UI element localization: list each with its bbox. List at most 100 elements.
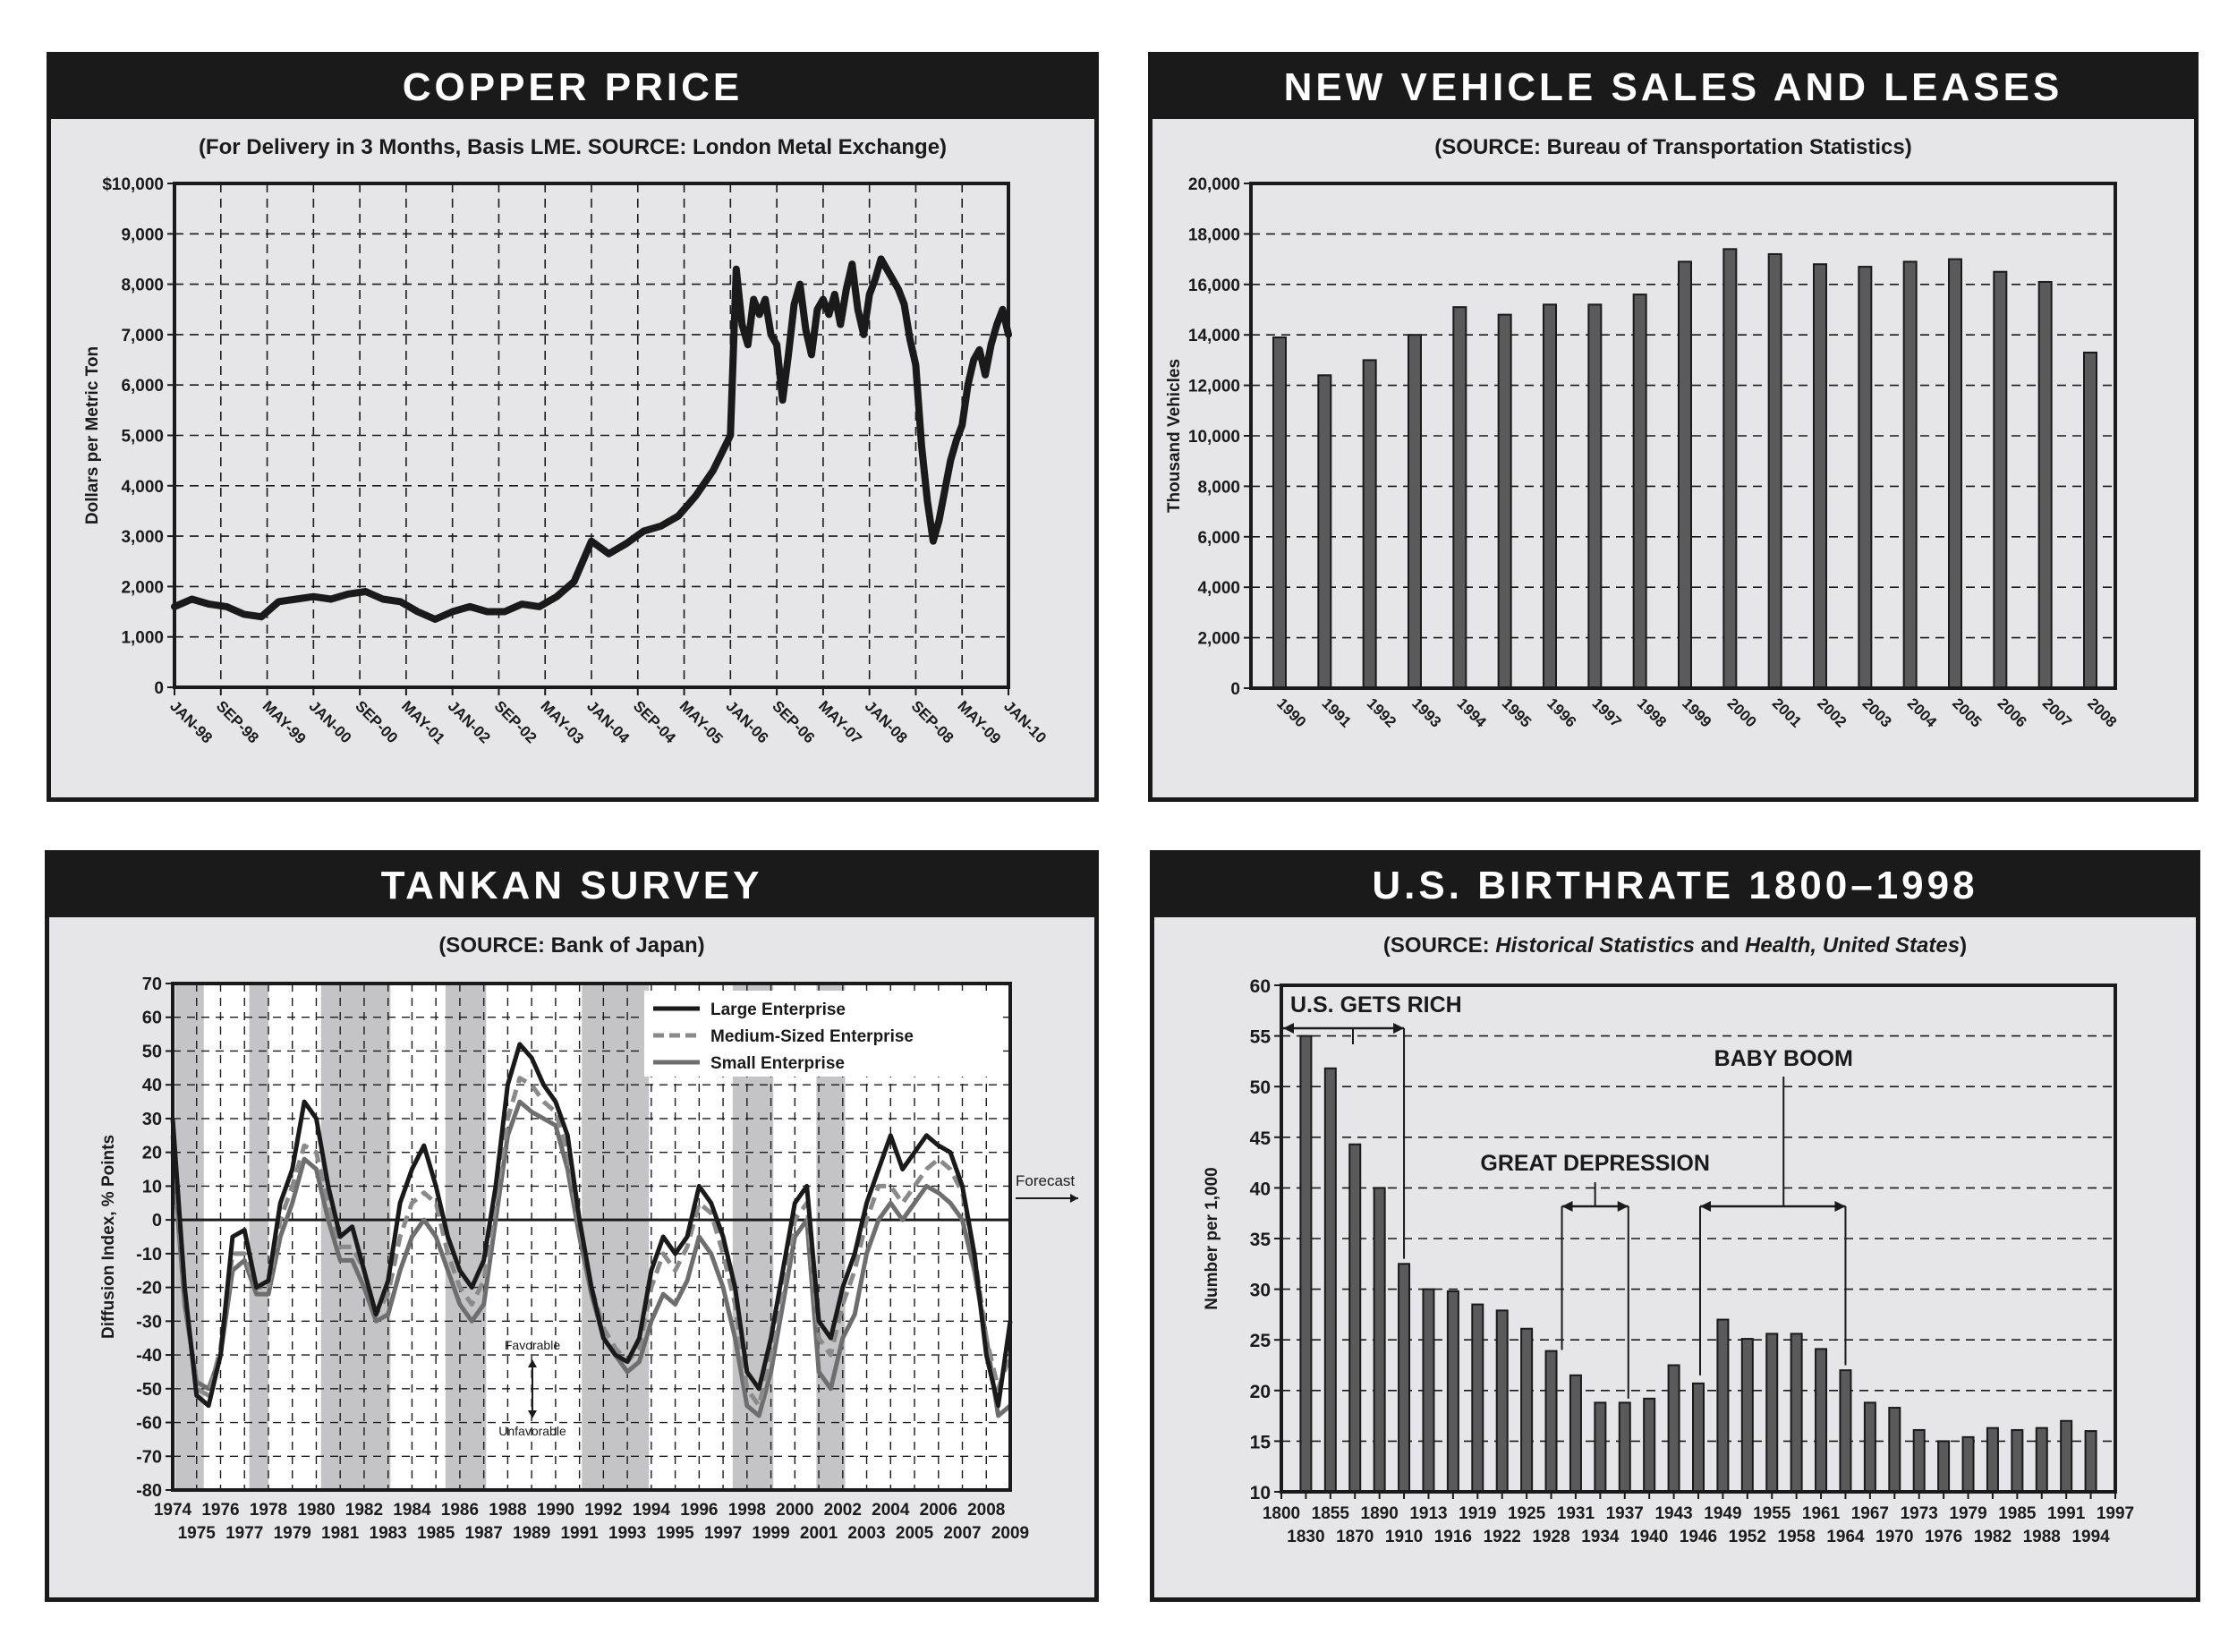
y-tick-label: 12,000 [1188, 378, 1240, 396]
y-tick-label: 10 [1250, 1483, 1271, 1503]
y-tick-label: 40 [1250, 1179, 1271, 1199]
rich-arrow-left [1283, 1023, 1294, 1034]
y-tick-label: 0 [152, 1211, 162, 1230]
bar-1913 [1422, 1288, 1435, 1493]
bar-1990 [1272, 336, 1287, 689]
x-tick-label: 1952 [1729, 1528, 1766, 1546]
y-tick-label: 10,000 [1188, 428, 1240, 447]
x-tick-label: SEP-00 [352, 697, 401, 746]
tankan-panel-title: TANKAN SURVEY [49, 855, 1094, 917]
x-tick-label: 1991 [1319, 694, 1355, 730]
y-tick-label: 6,000 [1197, 529, 1240, 548]
x-tick-label: JAN-10 [1000, 697, 1050, 746]
x-tick-label: 1830 [1287, 1528, 1324, 1546]
copper-price-chart: 0 1,000 2,000 3,000 4,000 5,000 6,000 7,000 8,00… [83, 175, 1050, 747]
bar-1992 [1362, 359, 1377, 689]
bar-2003 [1858, 266, 1873, 689]
x-tick-label: MAY-01 [398, 697, 448, 747]
x-tick-label: 1976 [201, 1501, 239, 1520]
x-tick-label: SEP-04 [630, 697, 679, 746]
x-tick-label: 1910 [1385, 1528, 1423, 1546]
x-tick-label: 1989 [513, 1524, 550, 1543]
x-tick-label: 1997 [1589, 694, 1625, 730]
bar-1922 [1495, 1309, 1509, 1494]
legend-label: Medium-Sized Enterprise [710, 1027, 914, 1046]
y-tick-label: -80 [136, 1481, 162, 1501]
x-tick-label: JAN-98 [166, 697, 216, 746]
x-tick-label: JAN-00 [306, 697, 355, 746]
large-enterprise-line [170, 1042, 1013, 1409]
copper-panel-source: (For Delivery in 3 Months, Basis LME. SO… [198, 135, 948, 159]
x-tick-label: 1946 [1680, 1528, 1717, 1546]
y-tick-label: 20 [142, 1144, 162, 1163]
forecast-label: Forecast [1016, 1172, 1075, 1189]
recession-band [445, 984, 487, 1490]
x-tick-label: 2005 [1949, 694, 1985, 730]
bar-1979 [1961, 1435, 1975, 1494]
x-tick-label: 1991 [2047, 1504, 2086, 1523]
plot-frame [171, 982, 1012, 1492]
x-tick-label: 2007 [943, 1524, 981, 1543]
medium-enterprise-line [170, 1076, 1013, 1409]
x-tick-label: 1996 [1544, 694, 1579, 730]
y-tick-label: -60 [136, 1414, 162, 1434]
x-tick-label: 1916 [1434, 1528, 1472, 1546]
x-tick-label: SEP-08 [908, 697, 957, 746]
x-tick-label: 1940 [1630, 1528, 1668, 1546]
bar-1931 [1569, 1374, 1582, 1493]
x-tick-label: 1975 [178, 1524, 217, 1543]
x-tick-label: 1922 [1484, 1528, 1521, 1546]
x-tick-label: 1995 [656, 1524, 694, 1543]
bar-1949 [1716, 1318, 1730, 1493]
y-tick-label: 5,000 [121, 428, 164, 447]
plot-frame [173, 182, 1010, 689]
x-tick-label: 1999 [1679, 694, 1714, 730]
bar-2006 [1993, 270, 2008, 689]
bar-1993 [1408, 334, 1422, 689]
x-tick-label: 1993 [1408, 694, 1444, 730]
x-tick-label: 2003 [1859, 694, 1895, 730]
bar-1998 [1632, 294, 1647, 689]
y-tick-label: 18,000 [1188, 226, 1240, 244]
x-tick-label: 1985 [417, 1524, 455, 1543]
y-tick-label: 20 [1250, 1382, 1271, 1402]
x-tick-label: SEP-06 [769, 697, 818, 746]
x-tick-label: 1990 [1273, 694, 1309, 730]
legend-label: Large Enterprise [710, 1001, 846, 1019]
y-tick-label: -50 [136, 1380, 162, 1400]
boom-arrow-left [1700, 1201, 1711, 1212]
x-tick-label: MAY-99 [259, 697, 310, 747]
bar-1961 [1815, 1348, 1828, 1493]
x-tick-label: 2008 [967, 1501, 1005, 1520]
x-tick-label: 1967 [1851, 1504, 1889, 1523]
y-tick-label: 0 [154, 679, 164, 698]
bar-1855 [1323, 1067, 1337, 1493]
x-tick-label: MAY-07 [815, 697, 865, 747]
bar-1967 [1863, 1401, 1876, 1493]
rich-arrow-right [1393, 1023, 1405, 1034]
great-depression-label: GREAT DEPRESSION [1480, 1151, 1710, 1176]
y-tick-label: 50 [1250, 1077, 1271, 1098]
x-tick-label: 2000 [776, 1501, 813, 1520]
tankan-survey-panel: TANKAN SURVEY (SOURCE: Bank of Japan) -8… [45, 850, 1099, 1602]
bar-1928 [1544, 1350, 1558, 1493]
x-tick-label: 2001 [1769, 694, 1805, 730]
x-tick-label: 1976 [1925, 1528, 1962, 1546]
x-tick-label: 1996 [680, 1501, 718, 1520]
x-tick-label: 1992 [584, 1501, 622, 1520]
vehicle-sales-panel: NEW VEHICLE SALES AND LEASES (SOURCE: Bu… [1148, 52, 2199, 802]
bar-2007 [2037, 280, 2053, 689]
y-tick-label: 2,000 [1197, 630, 1240, 649]
x-tick-label: 1990 [537, 1501, 574, 1520]
y-axis-label: Number per 1,000 [1203, 1167, 1221, 1309]
baby-boom-label: BABY BOOM [1714, 1046, 1853, 1071]
y-tick-label: 30 [1250, 1281, 1271, 1301]
y-tick-label: 15 [1250, 1432, 1272, 1452]
bar-1994 [1452, 306, 1467, 689]
y-tick-label: 70 [142, 975, 162, 994]
tankan-panel-source: (SOURCE: Bank of Japan) [438, 933, 705, 958]
y-tick-label: 40 [142, 1076, 162, 1095]
bar-1916 [1446, 1290, 1459, 1494]
y-tick-label: 4,000 [1197, 579, 1240, 598]
x-tick-label: 1997 [2097, 1504, 2134, 1523]
